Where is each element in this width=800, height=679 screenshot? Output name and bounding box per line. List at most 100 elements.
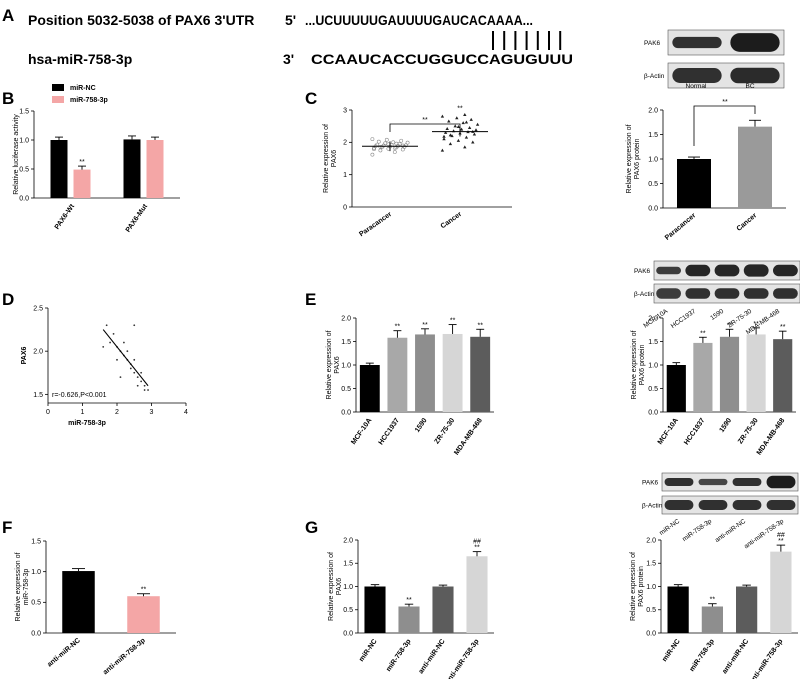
blot-band (743, 264, 769, 277)
y-tick-label: 2.5 (33, 305, 43, 312)
y-tick-label: 0.0 (31, 630, 41, 637)
x-axis-label: miR-758-3p (68, 420, 106, 427)
sequence-alignment: Position 5032-5038 of PAX6 3'UTR 5' ...U… (28, 12, 573, 67)
y-axis-label-line: Relative expression of (630, 552, 637, 621)
scatter-point (471, 140, 475, 144)
bar (667, 586, 689, 633)
scatter-point (464, 135, 469, 139)
bar (62, 571, 95, 633)
x-category-label: 1590 (414, 417, 429, 434)
scatter-point (467, 125, 472, 129)
blot-row-label: β-Actin (644, 73, 665, 80)
blot-lane-label: miR-NC (658, 518, 681, 537)
bar (466, 556, 488, 633)
y-axis-label-line: Relative expression of (631, 331, 638, 400)
significance-mark: ## (473, 539, 481, 546)
x-category-label: MCF-10A (350, 417, 373, 446)
scatter-point (472, 132, 477, 136)
y-tick-label: 1.0 (31, 569, 41, 576)
y-tick-label: 0.5 (31, 600, 41, 607)
panel-label-a: A (2, 6, 14, 25)
y-tick-label: 1.0 (648, 362, 658, 369)
x-category-label: MDA-MB-468 (453, 417, 484, 456)
scatter-point (461, 121, 465, 125)
y-axis-label: Relative expression ofPAX6 (323, 124, 338, 193)
chart-g-mrna: 0.0 0.5 1.0 1.5 2.0 Relative expression ofPAX… (328, 537, 494, 679)
scatter-point (384, 137, 389, 142)
significance-bracket (389, 123, 461, 132)
regression-line (102, 329, 149, 387)
blot-band (656, 266, 682, 275)
scatter-point (372, 147, 376, 152)
legend-label: miR-NC (70, 85, 96, 92)
x-category-label: MDA-MB-468 (756, 417, 787, 456)
scatter-point (136, 376, 139, 378)
blot-lane-label: anti-miR-NC (714, 518, 748, 544)
bar (432, 586, 454, 633)
y-tick-label: 2.0 (646, 537, 656, 544)
blot-band (714, 288, 740, 299)
y-tick-label: 1.0 (341, 362, 351, 369)
scatter-point (123, 341, 125, 344)
utr-end: 5' (285, 12, 296, 28)
scatter-point (442, 134, 446, 138)
blot-band (685, 288, 711, 299)
bar (73, 169, 91, 198)
bar (770, 551, 792, 633)
legend-swatch (52, 96, 64, 103)
bar (677, 159, 711, 208)
y-tick-label: 0.0 (19, 195, 29, 202)
blot-band (672, 36, 722, 49)
y-axis-label-line: Relative expression of (15, 553, 22, 622)
scatter-point (370, 137, 375, 142)
bar (123, 139, 141, 198)
blot-band (685, 264, 711, 277)
y-axis-label-line: PAX6 (334, 356, 341, 373)
correlation-annotation: r=-0.626,P<0.001 (52, 392, 107, 399)
y-axis-label-line: Relative expression of (626, 125, 633, 194)
significance-mark: ## (777, 532, 785, 539)
y-tick-label: 0.0 (646, 630, 656, 637)
y-axis-label-line: PAX6 (331, 150, 338, 167)
x-tick-label: 4 (184, 409, 188, 416)
significance-mark: ** (710, 597, 716, 604)
panel-label-f: F (2, 518, 12, 537)
scatter-point (143, 389, 146, 391)
scatter-point (464, 120, 469, 124)
y-axis-label: Relative expression ofPAX6 (328, 552, 343, 621)
blot-band (732, 477, 762, 487)
scatter-point (399, 138, 404, 143)
y-tick-label: 0.0 (648, 205, 658, 212)
y-tick-label: 0.0 (343, 630, 353, 637)
blot-band (698, 478, 728, 486)
y-tick-label: 0 (343, 204, 347, 211)
scatter-point (453, 124, 457, 128)
blot-lane-label: Normal (686, 83, 708, 90)
blot-band (772, 264, 798, 277)
y-axis-label-line: PAX6 (336, 578, 343, 595)
bar (442, 333, 463, 412)
western-blot-a: PAK6 β-Actin Normal BC (644, 29, 785, 90)
scatter-point (119, 376, 122, 378)
scatter-point (136, 384, 139, 387)
significance-mark: ** (474, 545, 480, 552)
x-category-label: Cancer (440, 211, 464, 231)
mir-end: 3' (283, 51, 294, 67)
x-tick-label: 2 (115, 409, 119, 416)
blot-row-label: PAK6 (644, 40, 661, 47)
y-tick-label: 1.5 (648, 339, 658, 346)
scatter-point (133, 371, 136, 374)
panel-label-d: D (2, 290, 14, 309)
scatter-point (391, 140, 396, 145)
scatter-point (105, 324, 108, 327)
y-axis-label-line: PAX6 protein (634, 139, 641, 180)
bar (738, 126, 772, 208)
x-category-label: MCF-10A (657, 417, 680, 446)
y-tick-label: 0.5 (646, 607, 656, 614)
significance-mark: ** (422, 322, 428, 329)
y-tick-label: 0.5 (19, 166, 29, 173)
significance-mark: ** (780, 324, 786, 331)
scatter-point (133, 358, 136, 361)
